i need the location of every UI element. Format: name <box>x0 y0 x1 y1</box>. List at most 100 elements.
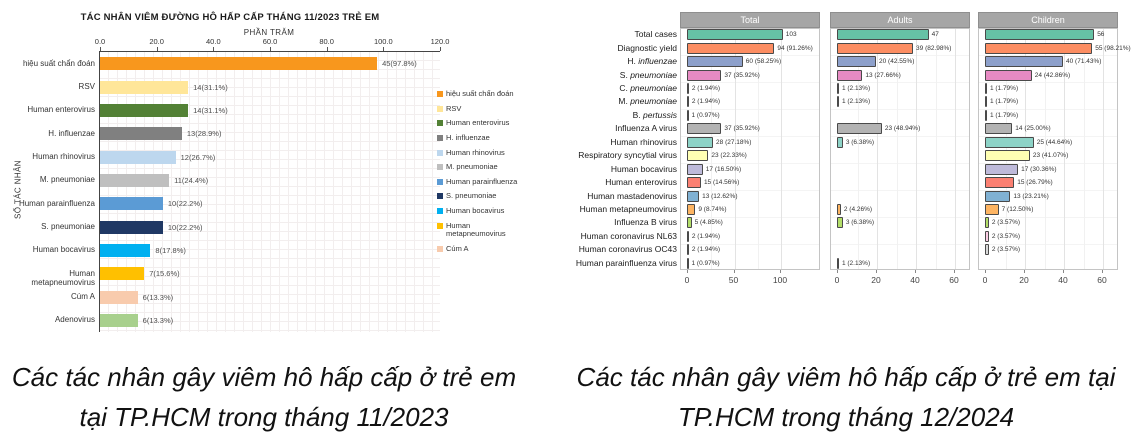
bar-value-label: 10(22.2%) <box>167 222 203 232</box>
left-chart-plot-area <box>100 52 440 332</box>
category-label: H. influenzae <box>48 128 95 138</box>
bar-value-label: 2 (1.94%) <box>691 98 721 106</box>
left-chart-x-axis-title: PHẦN TRĂM <box>243 28 295 37</box>
x-tick-mark <box>383 47 385 51</box>
x-tick-label: 40 <box>1058 275 1068 285</box>
bar-value-label: 3 (6.38%) <box>845 138 875 146</box>
bar <box>687 83 689 94</box>
x-tick-mark <box>733 270 735 273</box>
category-label: Human metapneumovirus <box>31 268 95 287</box>
x-tick-label: 0.0 <box>94 37 106 46</box>
bar <box>985 83 987 94</box>
category-label: Total cases <box>634 29 677 40</box>
bar-value-label: 15 (26.79%) <box>1017 179 1053 187</box>
category-label: M. pneumoniae <box>618 96 677 107</box>
bar-value-label: 7(15.6%) <box>149 269 180 279</box>
right-caption: Các tác nhân gây viêm hô hấp cấp ở trẻ e… <box>576 362 1116 432</box>
bar-value-label: 1 (2.13%) <box>841 98 871 106</box>
x-tick-label: 40.0 <box>206 37 221 46</box>
bar <box>985 136 1034 148</box>
legend-item: hiệu suất chẩn đoán <box>437 89 555 99</box>
bar-value-label: 45(97.8%) <box>382 59 417 69</box>
bar-value-label: 17 (16.50%) <box>705 165 742 173</box>
left-chart-title: TÁC NHÂN VIÊM ĐƯỜNG HÔ HẤP CẤP THÁNG 11/… <box>80 12 380 23</box>
bar-value-label: 40 (71.43%) <box>1066 58 1102 66</box>
panel-plot-area <box>830 28 970 270</box>
legend-swatch <box>437 91 443 97</box>
bar-value-label: 37 (35.92%) <box>724 125 760 133</box>
x-tick-label: 100.0 <box>373 37 393 46</box>
legend-label: Human bocavirus <box>446 206 505 215</box>
bar <box>687 69 722 81</box>
x-tick-mark <box>837 270 838 273</box>
legend-item: Human rhinovirus <box>437 148 555 158</box>
legend-label: H. influenzae <box>446 132 490 142</box>
x-tick-label: 20 <box>871 275 881 285</box>
bar-value-label: 17 (30.36%) <box>1021 165 1057 173</box>
panel-header: Adults <box>830 12 970 28</box>
bar <box>687 150 709 162</box>
bar <box>100 220 163 234</box>
right-bar-chart-figure: Total cases Diagnostic yield H. influenzae… <box>560 0 1137 300</box>
bar <box>985 230 989 242</box>
bar <box>687 190 700 202</box>
x-tick-mark <box>270 47 271 51</box>
bar <box>687 42 775 54</box>
bar <box>100 267 145 281</box>
bar <box>985 69 1032 81</box>
bar <box>687 96 689 108</box>
legend-item: S. pneumoniae <box>437 192 555 201</box>
x-tick-mark <box>985 270 986 273</box>
x-tick-label: 50 <box>728 275 739 285</box>
bar-value-label: 2 (1.94%) <box>691 85 721 92</box>
bar <box>687 109 689 121</box>
category-label: Influenza A virus <box>615 123 677 134</box>
bar-value-label: 6(13.3%) <box>142 315 174 325</box>
legend-item: M. pneumoniae <box>437 162 555 172</box>
bar-value-label: 25 (44.64%) <box>1036 138 1073 146</box>
bar <box>687 257 689 269</box>
legend-swatch <box>437 193 443 200</box>
gridline-minor <box>1005 29 1007 269</box>
legend-swatch <box>437 134 443 141</box>
bar-value-label: 13 (23.21%) <box>1013 192 1049 200</box>
bar <box>985 177 1015 189</box>
x-tick-mark <box>213 47 215 51</box>
category-label: Human enterovirus <box>605 177 677 188</box>
bar <box>687 29 783 41</box>
bar-value-label: 12(26.7%) <box>180 152 216 162</box>
bar-value-label: 1 (2.13%) <box>841 85 871 92</box>
bar-value-label: 47 <box>931 31 939 39</box>
x-tick-mark <box>326 47 328 51</box>
bar <box>985 123 1013 135</box>
bar <box>687 136 714 148</box>
bar-value-label: 13(28.9%) <box>186 129 222 139</box>
bar-value-label: 15 (14.56%) <box>703 179 740 187</box>
bar <box>837 204 841 215</box>
category-label: Human parainfluenza virus <box>575 257 677 268</box>
gridline-minor <box>711 29 713 269</box>
bar-value-label: 2 (1.94%) <box>691 246 721 254</box>
x-tick-label: 60.0 <box>262 37 278 46</box>
category-label: Human rhinovirus <box>32 152 95 161</box>
x-tick-mark <box>954 270 955 273</box>
bar <box>985 217 989 229</box>
legend-label: hiệu suất chẩn đoán <box>446 89 514 98</box>
bar-value-label: 24 (42.86%) <box>1034 71 1071 79</box>
category-label: Human mastadenovirus <box>587 190 677 201</box>
bar <box>837 42 914 54</box>
x-tick-label: 40 <box>910 275 920 285</box>
legend-label: M. pneumoniae <box>446 162 498 172</box>
bar-value-label: 9 (8.74%) <box>698 206 727 213</box>
bar <box>985 163 1019 175</box>
x-tick-label: 120.0 <box>430 37 450 46</box>
gridline-minor <box>1083 29 1085 269</box>
x-tick-label: 0 <box>684 275 690 285</box>
gridline-minor <box>935 29 937 269</box>
gridline <box>1103 29 1104 269</box>
legend-swatch <box>437 222 443 229</box>
x-tick-label: 80.0 <box>319 37 334 46</box>
x-tick-mark <box>780 270 781 273</box>
bar-value-label: 1 (1.79%) <box>989 85 1019 92</box>
legend-swatch <box>437 164 443 171</box>
